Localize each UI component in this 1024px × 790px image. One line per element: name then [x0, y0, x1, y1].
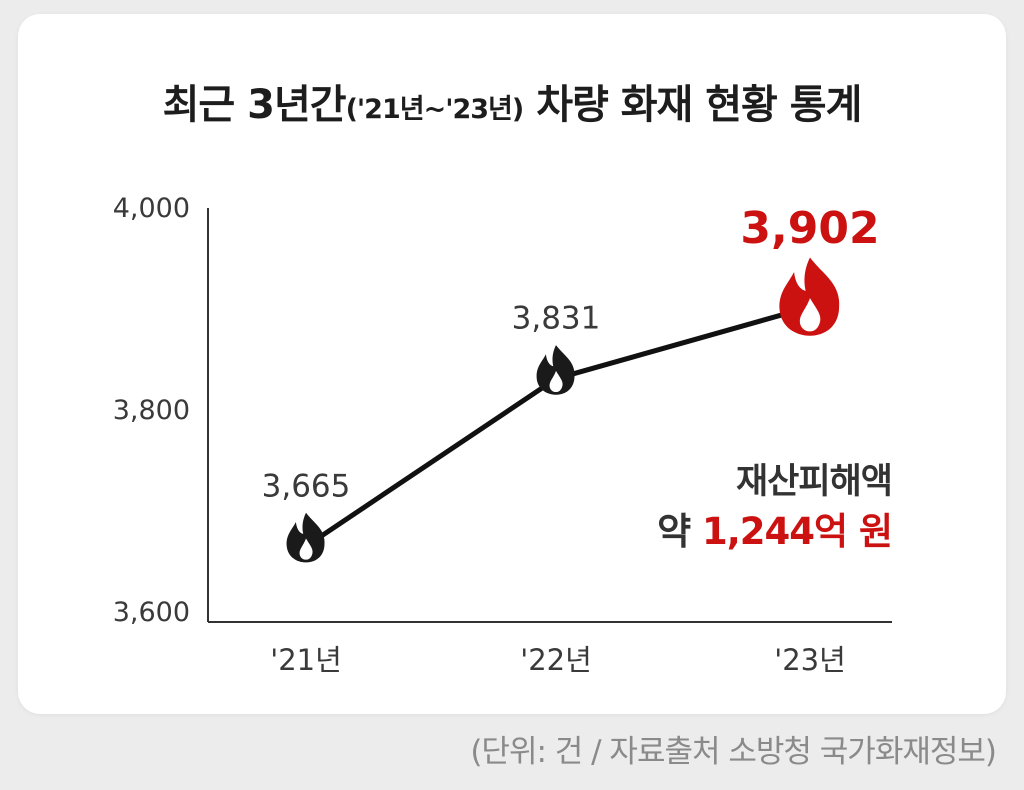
- damage-prefix: 약: [657, 510, 691, 554]
- damage-amount: 1,244억 원: [702, 510, 893, 554]
- damage-amount-line: 약 1,244억 원: [657, 506, 893, 557]
- x-tick-label: '22년: [520, 643, 592, 677]
- chart-title: 최근 3년간('21년~'23년) 차량 화재 현황 통계: [0, 72, 1024, 130]
- y-tick-label: 4,000: [113, 193, 190, 224]
- x-tick-label: '23년: [774, 643, 846, 677]
- data-label: 3,831: [512, 301, 601, 337]
- data-markers: [286, 257, 840, 563]
- y-tick-label: 3,800: [113, 395, 190, 426]
- damage-label: 재산피해액: [735, 462, 893, 502]
- chart-card: [18, 14, 1006, 714]
- flame-icon: [536, 345, 575, 395]
- data-labels: 3,665 3,831 3,902: [262, 203, 880, 504]
- title-tail: 차량 화재 현황 통계: [536, 82, 862, 128]
- data-label: 3,665: [262, 468, 351, 504]
- x-tick-labels: '21년 '22년 '23년: [270, 643, 846, 677]
- flame-icon: [286, 512, 325, 563]
- title-period: ('21년~'23년): [345, 94, 525, 125]
- y-tick-label: 3,600: [113, 597, 190, 628]
- y-tick-labels: 3,600 3,800 4,000: [113, 193, 190, 628]
- data-label: 3,902: [740, 203, 879, 254]
- x-tick-label: '21년: [270, 643, 342, 677]
- damage-note: 재산피해액 약 1,244억 원: [657, 458, 893, 557]
- source-footnote: (단위: 건 / 자료출처 소방청 국가화재정보): [470, 734, 997, 770]
- flame-icon: [779, 257, 840, 336]
- title-main: 최근 3년간: [162, 82, 347, 128]
